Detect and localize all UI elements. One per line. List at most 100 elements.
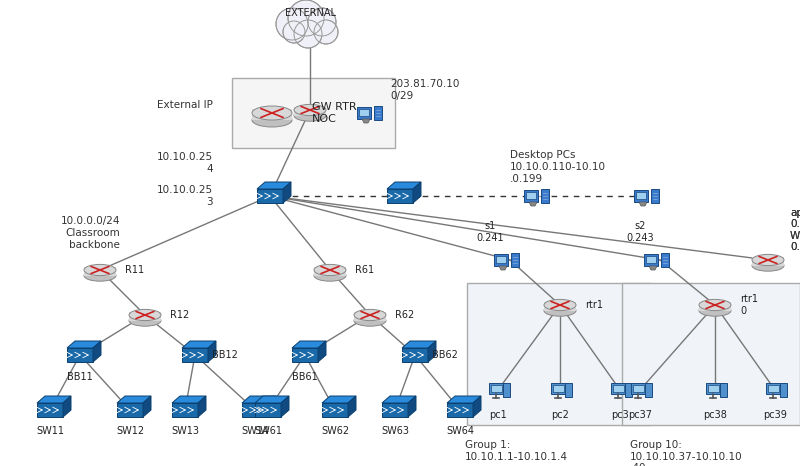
Polygon shape bbox=[408, 396, 416, 417]
Bar bbox=[511, 253, 519, 267]
Polygon shape bbox=[402, 348, 428, 362]
Bar bbox=[625, 383, 632, 397]
Bar bbox=[374, 106, 382, 120]
Polygon shape bbox=[649, 266, 657, 270]
Bar bbox=[359, 109, 369, 116]
Polygon shape bbox=[447, 403, 473, 417]
Text: Group 10:
10.10.10.37-10.10.10
.40: Group 10: 10.10.10.37-10.10.10 .40 bbox=[630, 440, 742, 466]
Polygon shape bbox=[292, 348, 318, 362]
Text: pc39: pc39 bbox=[763, 410, 787, 420]
Text: 10.0.0.0/24
Classroom
backbone: 10.0.0.0/24 Classroom backbone bbox=[61, 216, 120, 250]
Text: R61: R61 bbox=[355, 265, 374, 275]
Bar bbox=[766, 383, 781, 393]
Text: SW11: SW11 bbox=[36, 426, 64, 436]
Text: BB12: BB12 bbox=[212, 350, 238, 360]
Ellipse shape bbox=[314, 270, 346, 281]
Text: pc1: pc1 bbox=[489, 410, 507, 420]
Text: pc38: pc38 bbox=[703, 410, 727, 420]
Polygon shape bbox=[257, 189, 283, 203]
Ellipse shape bbox=[84, 264, 116, 275]
Bar bbox=[767, 384, 778, 391]
Text: R62: R62 bbox=[395, 310, 414, 320]
Bar bbox=[706, 383, 721, 393]
Bar bbox=[294, 107, 326, 116]
Polygon shape bbox=[117, 403, 143, 417]
Bar bbox=[496, 256, 506, 263]
Circle shape bbox=[294, 20, 322, 48]
Ellipse shape bbox=[699, 299, 731, 311]
Polygon shape bbox=[362, 119, 370, 123]
Bar bbox=[354, 312, 386, 321]
Polygon shape bbox=[117, 396, 151, 403]
Bar bbox=[644, 254, 658, 266]
Polygon shape bbox=[208, 341, 216, 362]
Bar bbox=[553, 384, 563, 391]
Text: BB61: BB61 bbox=[292, 372, 318, 382]
Bar bbox=[544, 302, 576, 311]
Text: 203.81.70.10
0/29: 203.81.70.10 0/29 bbox=[390, 79, 459, 101]
Text: ap1
0.251
WIFI Clients
0.110-0.199: ap1 0.251 WIFI Clients 0.110-0.199 bbox=[790, 207, 800, 253]
Polygon shape bbox=[283, 182, 291, 203]
Polygon shape bbox=[387, 182, 421, 189]
Circle shape bbox=[283, 21, 305, 43]
Polygon shape bbox=[172, 403, 198, 417]
Polygon shape bbox=[257, 182, 291, 189]
Text: SW63: SW63 bbox=[381, 426, 409, 436]
Text: s2
0.243: s2 0.243 bbox=[626, 221, 654, 243]
Ellipse shape bbox=[294, 104, 326, 116]
Polygon shape bbox=[382, 396, 416, 403]
Circle shape bbox=[314, 20, 338, 44]
Bar bbox=[780, 383, 787, 397]
Ellipse shape bbox=[252, 106, 292, 120]
Text: SW61: SW61 bbox=[254, 426, 282, 436]
Circle shape bbox=[288, 0, 324, 36]
Bar bbox=[490, 384, 502, 391]
Text: R12: R12 bbox=[170, 310, 190, 320]
Polygon shape bbox=[348, 396, 356, 417]
Bar bbox=[357, 107, 371, 119]
Bar bbox=[314, 267, 346, 275]
Polygon shape bbox=[37, 403, 63, 417]
Polygon shape bbox=[67, 341, 101, 348]
Bar bbox=[526, 192, 536, 199]
Bar bbox=[752, 257, 784, 266]
Bar bbox=[541, 189, 549, 203]
Polygon shape bbox=[37, 396, 71, 403]
Polygon shape bbox=[242, 396, 276, 403]
Ellipse shape bbox=[129, 315, 161, 326]
Polygon shape bbox=[268, 396, 276, 417]
Polygon shape bbox=[255, 396, 289, 403]
Polygon shape bbox=[639, 202, 647, 206]
Circle shape bbox=[276, 8, 308, 40]
Polygon shape bbox=[322, 396, 356, 403]
Bar bbox=[622, 283, 800, 425]
Text: pc2: pc2 bbox=[551, 410, 569, 420]
Bar bbox=[720, 383, 727, 397]
Text: pc3: pc3 bbox=[611, 410, 629, 420]
Bar bbox=[550, 383, 566, 393]
Text: SW64: SW64 bbox=[446, 426, 474, 436]
Bar bbox=[129, 312, 161, 321]
Text: EXTERNAL: EXTERNAL bbox=[285, 8, 335, 18]
Polygon shape bbox=[281, 396, 289, 417]
Circle shape bbox=[308, 8, 336, 36]
Polygon shape bbox=[182, 341, 216, 348]
Text: Group 1:
10.10.1.1-10.10.1.4: Group 1: 10.10.1.1-10.10.1.4 bbox=[465, 440, 568, 462]
Ellipse shape bbox=[752, 254, 784, 266]
Polygon shape bbox=[402, 341, 436, 348]
Bar bbox=[503, 383, 510, 397]
Bar bbox=[494, 254, 508, 266]
Ellipse shape bbox=[129, 309, 161, 321]
Polygon shape bbox=[382, 403, 408, 417]
Text: External IP: External IP bbox=[157, 100, 213, 110]
Polygon shape bbox=[182, 348, 208, 362]
Bar bbox=[232, 78, 395, 148]
Text: Desktop PCs
10.10.0.110-10.10
.0.199: Desktop PCs 10.10.0.110-10.10 .0.199 bbox=[510, 151, 606, 184]
Bar bbox=[630, 383, 646, 393]
Polygon shape bbox=[93, 341, 101, 362]
Bar bbox=[707, 384, 718, 391]
Bar bbox=[524, 190, 538, 202]
Ellipse shape bbox=[314, 264, 346, 275]
Bar bbox=[633, 384, 643, 391]
Text: SW12: SW12 bbox=[116, 426, 144, 436]
